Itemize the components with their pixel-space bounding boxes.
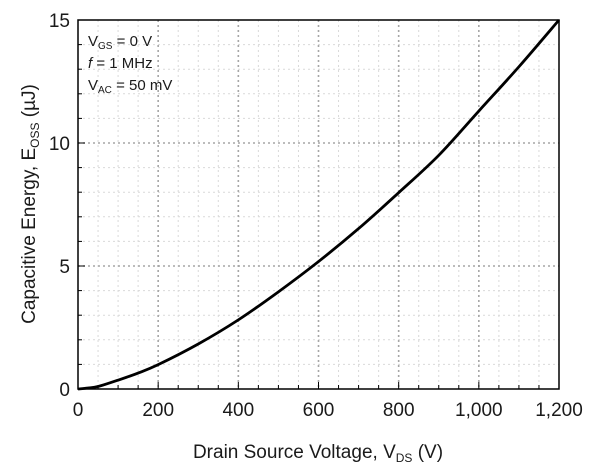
x-tick-label: 1,000 [455,400,503,421]
x-tick-label: 600 [303,400,335,421]
y-axis-title: Capacitive Energy, EOSS (µJ) [19,84,42,324]
y-tick-label: 5 [59,257,70,278]
x-tick-label: 1,200 [535,400,583,421]
condition-vac: VAC = 50 mV [88,77,172,96]
x-axis-title: Drain Source Voltage, VDS (V) [193,442,443,465]
series-layer [77,19,561,391]
x-tick-label: 800 [383,400,415,421]
y-tick-label: 15 [49,11,70,32]
x-tick-label: 0 [73,400,84,421]
x-tick-label: 200 [142,400,174,421]
condition-frequency: f = 1 MHz [88,55,153,72]
y-tick-label: 10 [49,134,70,155]
grid [78,20,559,389]
y-tick-label: 0 [59,380,70,401]
eoss-curve [77,19,561,391]
ticks: 0 200 400 600 800 1,000 1,200 0 5 10 15 [49,11,583,421]
x-tick-label: 400 [222,400,254,421]
condition-vgs: VGS = 0 V [88,33,152,52]
